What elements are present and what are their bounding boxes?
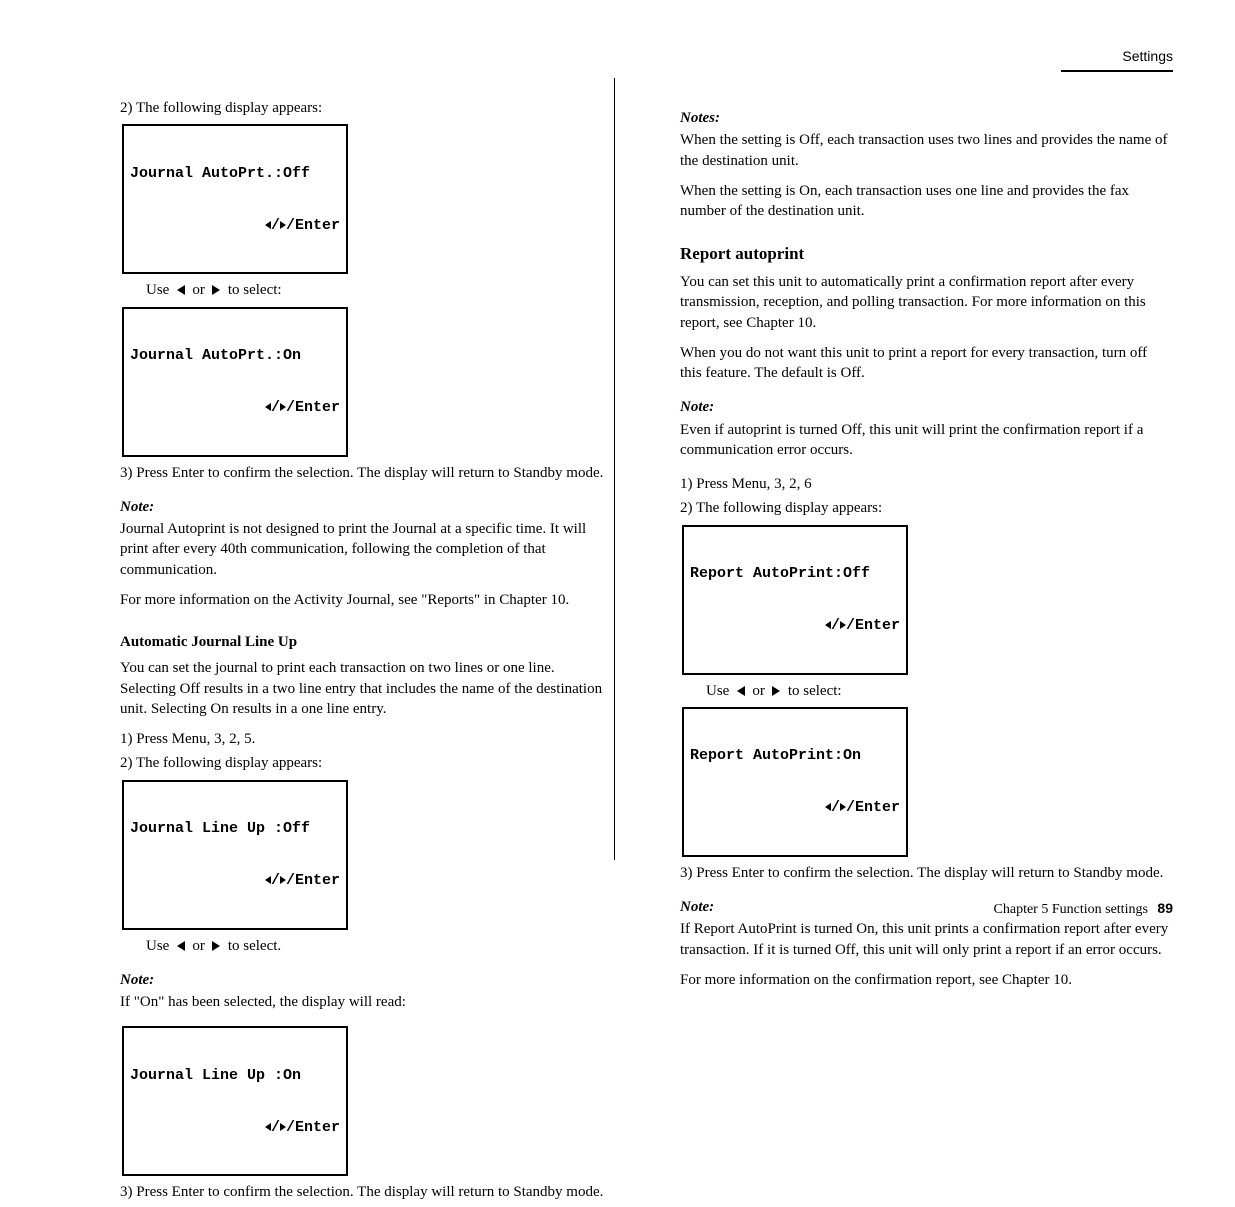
lcd-line2: ///EnterEnter (130, 217, 340, 234)
section-title-report-autoprint: Report autoprint (680, 243, 1170, 266)
page-header-title: Settings (1122, 48, 1173, 64)
lcd-line1: Report AutoPrint:Off (690, 565, 900, 582)
right-notes-block: Notes: When the setting is Off, each tra… (680, 108, 1170, 221)
lcd-line1: Report AutoPrint:On (690, 747, 900, 764)
right-arrow-icon (772, 686, 780, 696)
left-arrow-note-2: Use or to select. (146, 936, 610, 956)
page: Settings 2) The following display appear… (0, 0, 1235, 954)
lcd-line2: //Enter (690, 799, 900, 816)
right-arrow-icon (212, 941, 220, 951)
lcd-line2: //Enter (130, 1119, 340, 1136)
lcd-journal-lineup-on: Journal Line Up :On //Enter (122, 1026, 348, 1176)
lcd-line2: //Enter (130, 872, 340, 889)
left-lineup-step3: 3) Press Enter to confirm the selection.… (120, 1182, 610, 1202)
left-column: 2) The following display appears: Journa… (120, 94, 610, 1207)
section-para: You can set the journal to print each tr… (120, 658, 610, 719)
lcd-line1: Journal Line Up :Off (130, 820, 340, 837)
left-arrow-icon (177, 285, 185, 295)
note-see: For more information on the confirmation… (680, 970, 1170, 990)
left-note2: Note: If "On" has been selected, the dis… (120, 970, 610, 1013)
right-note-inline: Note: Even if autoprint is turned Off, t… (680, 397, 1170, 460)
left-step3: 3) Press Enter to confirm the selection.… (120, 463, 610, 483)
footer-page: 89 (1157, 900, 1173, 916)
column-divider (614, 78, 615, 860)
footer-chapter: Chapter 5 Function settings (994, 902, 1148, 917)
lcd-line2: //Enter (690, 617, 900, 634)
lcd-report-autoprint-on: Report AutoPrint:On //Enter (682, 707, 908, 857)
note-body-1: When the setting is Off, each transactio… (680, 130, 1170, 171)
note-body: If "On" has been selected, the display w… (120, 992, 610, 1012)
right-arrow-note: Use or to select: (706, 681, 1170, 701)
left-step2-intro: 2) The following display appears: (120, 98, 610, 118)
note-label: Note: (680, 399, 714, 415)
footer: Chapter 5 Function settings 89 (994, 900, 1173, 918)
lcd-journal-autoprt-on: Journal AutoPrt.:On //Enter (122, 307, 348, 457)
right-para2: When you do not want this unit to print … (680, 343, 1170, 384)
note-label: Note: (120, 972, 154, 988)
right-arrow-icon (212, 285, 220, 295)
note-body-2: When the setting is On, each transaction… (680, 181, 1170, 222)
note-label: Note: (120, 499, 154, 515)
left-arrow-icon (737, 686, 745, 696)
note-body: Journal Autoprint is not designed to pri… (120, 519, 610, 580)
left-lineup-step2: 2) The following display appears: (120, 753, 610, 773)
lcd-line2: //Enter (130, 399, 340, 416)
note-body: Even if autoprint is turned Off, this un… (680, 420, 1170, 461)
lcd-report-autoprint-off: Report AutoPrint:Off //Enter (682, 525, 908, 675)
header-rule (1061, 70, 1173, 72)
left-note1: Note: Journal Autoprint is not designed … (120, 497, 610, 610)
left-lineup-step1: 1) Press Menu, 3, 2, 5. (120, 729, 610, 749)
left-arrow-icon (177, 941, 185, 951)
lcd-line1: Journal AutoPrt.:Off (130, 165, 340, 182)
left-arrow-note-1: Use or to select: (146, 280, 610, 300)
lcd-journal-autoprt-off: Journal AutoPrt.:Off ///EnterEnter (122, 124, 348, 274)
section-title-journal-lineup: Automatic Journal Line Up (120, 632, 610, 652)
note-label: Notes: (680, 110, 720, 126)
note-see: For more information on the Activity Jou… (120, 590, 610, 610)
lcd-journal-lineup-off: Journal Line Up :Off //Enter (122, 780, 348, 930)
right-step2: 2) The following display appears: (680, 498, 1170, 518)
right-step3: 3) Press Enter to confirm the selection.… (680, 863, 1170, 883)
lcd-line1: Journal AutoPrt.:On (130, 347, 340, 364)
right-column: Notes: When the setting is Off, each tra… (680, 94, 1170, 1004)
right-para1: You can set this unit to automatically p… (680, 272, 1170, 333)
lcd-line1: Journal Line Up :On (130, 1067, 340, 1084)
right-step1: 1) Press Menu, 3, 2, 6 (680, 474, 1170, 494)
note-label: Note: (680, 899, 714, 915)
